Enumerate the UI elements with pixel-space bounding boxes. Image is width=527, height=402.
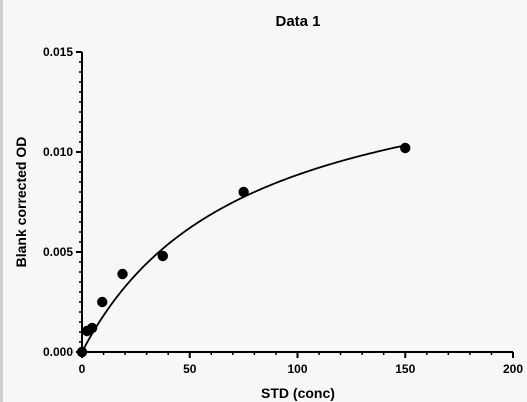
- data-point: [76, 346, 88, 358]
- x-tick-label: 150: [395, 362, 415, 376]
- y-tick-label: 0.005: [43, 245, 73, 259]
- axes: 0 50 100 150 200 0.000 0.005 0.010 0.015: [43, 45, 523, 376]
- data-points: [76, 142, 411, 358]
- x-tick-label: 0: [79, 362, 86, 376]
- data-point: [400, 142, 411, 154]
- fit-curve: [81, 144, 406, 353]
- y-axis-label: Blank corrected OD: [13, 137, 29, 268]
- x-tick-label: 50: [183, 362, 197, 376]
- y-tick-label: 0.010: [43, 145, 73, 159]
- data-point: [117, 268, 128, 280]
- data-point: [238, 186, 249, 198]
- data-point: [97, 296, 108, 308]
- y-tick-label: 0.000: [43, 345, 73, 359]
- data-point: [157, 250, 169, 262]
- fit-curve-group: [81, 144, 406, 353]
- y-tick-label: 0.015: [43, 45, 73, 59]
- x-tick-label: 100: [287, 362, 307, 376]
- x-axis-label: STD (conc): [261, 385, 335, 401]
- window-edge: [0, 0, 3, 402]
- chart-title: Data 1: [275, 13, 320, 30]
- data-point: [86, 322, 98, 334]
- x-tick-label: 200: [503, 362, 523, 376]
